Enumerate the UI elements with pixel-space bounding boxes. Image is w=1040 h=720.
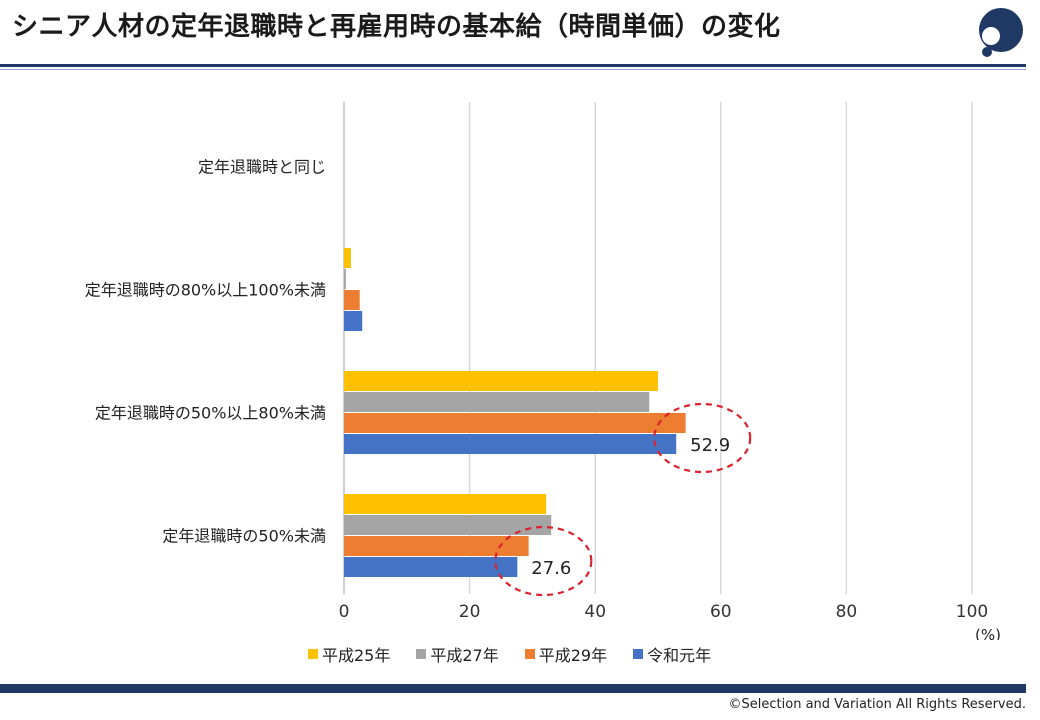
legend-item-h25: 平成25年	[308, 642, 390, 666]
header-rule	[0, 64, 1026, 67]
bar	[344, 290, 360, 310]
legend-item-h29: 平成29年	[524, 642, 608, 666]
bar	[344, 413, 686, 433]
bar	[344, 269, 346, 289]
legend-item-h27: 平成27年	[416, 642, 499, 666]
legend-swatch-h25	[308, 649, 318, 659]
bar	[344, 515, 552, 535]
bar-chart: 0 20 40 60 80 100 (%) 定年退職時と同じ定年退職時の80%以上100%未満…	[85, 102, 1001, 640]
bar	[344, 311, 363, 331]
header-rule-thin	[0, 69, 1026, 70]
bar	[344, 494, 547, 514]
x-tick-label: 20	[459, 602, 481, 622]
footer-bar	[0, 684, 1026, 693]
bar	[344, 248, 351, 268]
bar	[344, 536, 529, 556]
legend-label-h29: 平成29年	[538, 646, 608, 665]
legend-swatch-h29	[524, 649, 535, 659]
data-label: 27.6	[531, 558, 571, 579]
x-tick-label: 100	[956, 602, 988, 622]
chart-legend: 平成25年 平成27年 平成29年 令和元年	[308, 642, 711, 666]
bar	[344, 392, 650, 412]
legend-label-h25: 平成25年	[322, 646, 391, 665]
copyright-text: ©Selection and Variation All Rights Rese…	[728, 697, 1026, 712]
category-label: 定年退職時の50%未満	[162, 527, 326, 546]
page-title: シニア人材の定年退職時と再雇用時の基本給（時間単価）の変化	[12, 12, 781, 42]
x-tick-label: 80	[836, 602, 858, 622]
x-axis-label: (%)	[975, 626, 1001, 640]
legend-swatch-h27	[416, 649, 427, 659]
legend-label-r1: 令和元年	[647, 646, 712, 665]
highlight-ellipse	[494, 525, 593, 597]
legend-swatch-r1	[633, 649, 644, 659]
highlight-ellipse	[653, 402, 752, 474]
category-label: 定年退職時の80%以上100%未満	[85, 281, 326, 300]
bar	[344, 557, 518, 577]
legend-label-h27: 平成27年	[430, 646, 499, 665]
company-logo-icon	[979, 8, 1023, 57]
bar	[344, 434, 677, 454]
legend-item-r1: 令和元年	[633, 642, 711, 666]
x-tick-label: 40	[584, 602, 606, 622]
category-label: 定年退職時の50%以上80%未満	[95, 404, 326, 423]
bar	[344, 371, 658, 391]
x-tick-label: 0	[339, 602, 350, 622]
data-label: 52.9	[690, 435, 730, 456]
x-tick-label: 60	[710, 602, 732, 622]
category-label: 定年退職時と同じ	[198, 158, 326, 177]
